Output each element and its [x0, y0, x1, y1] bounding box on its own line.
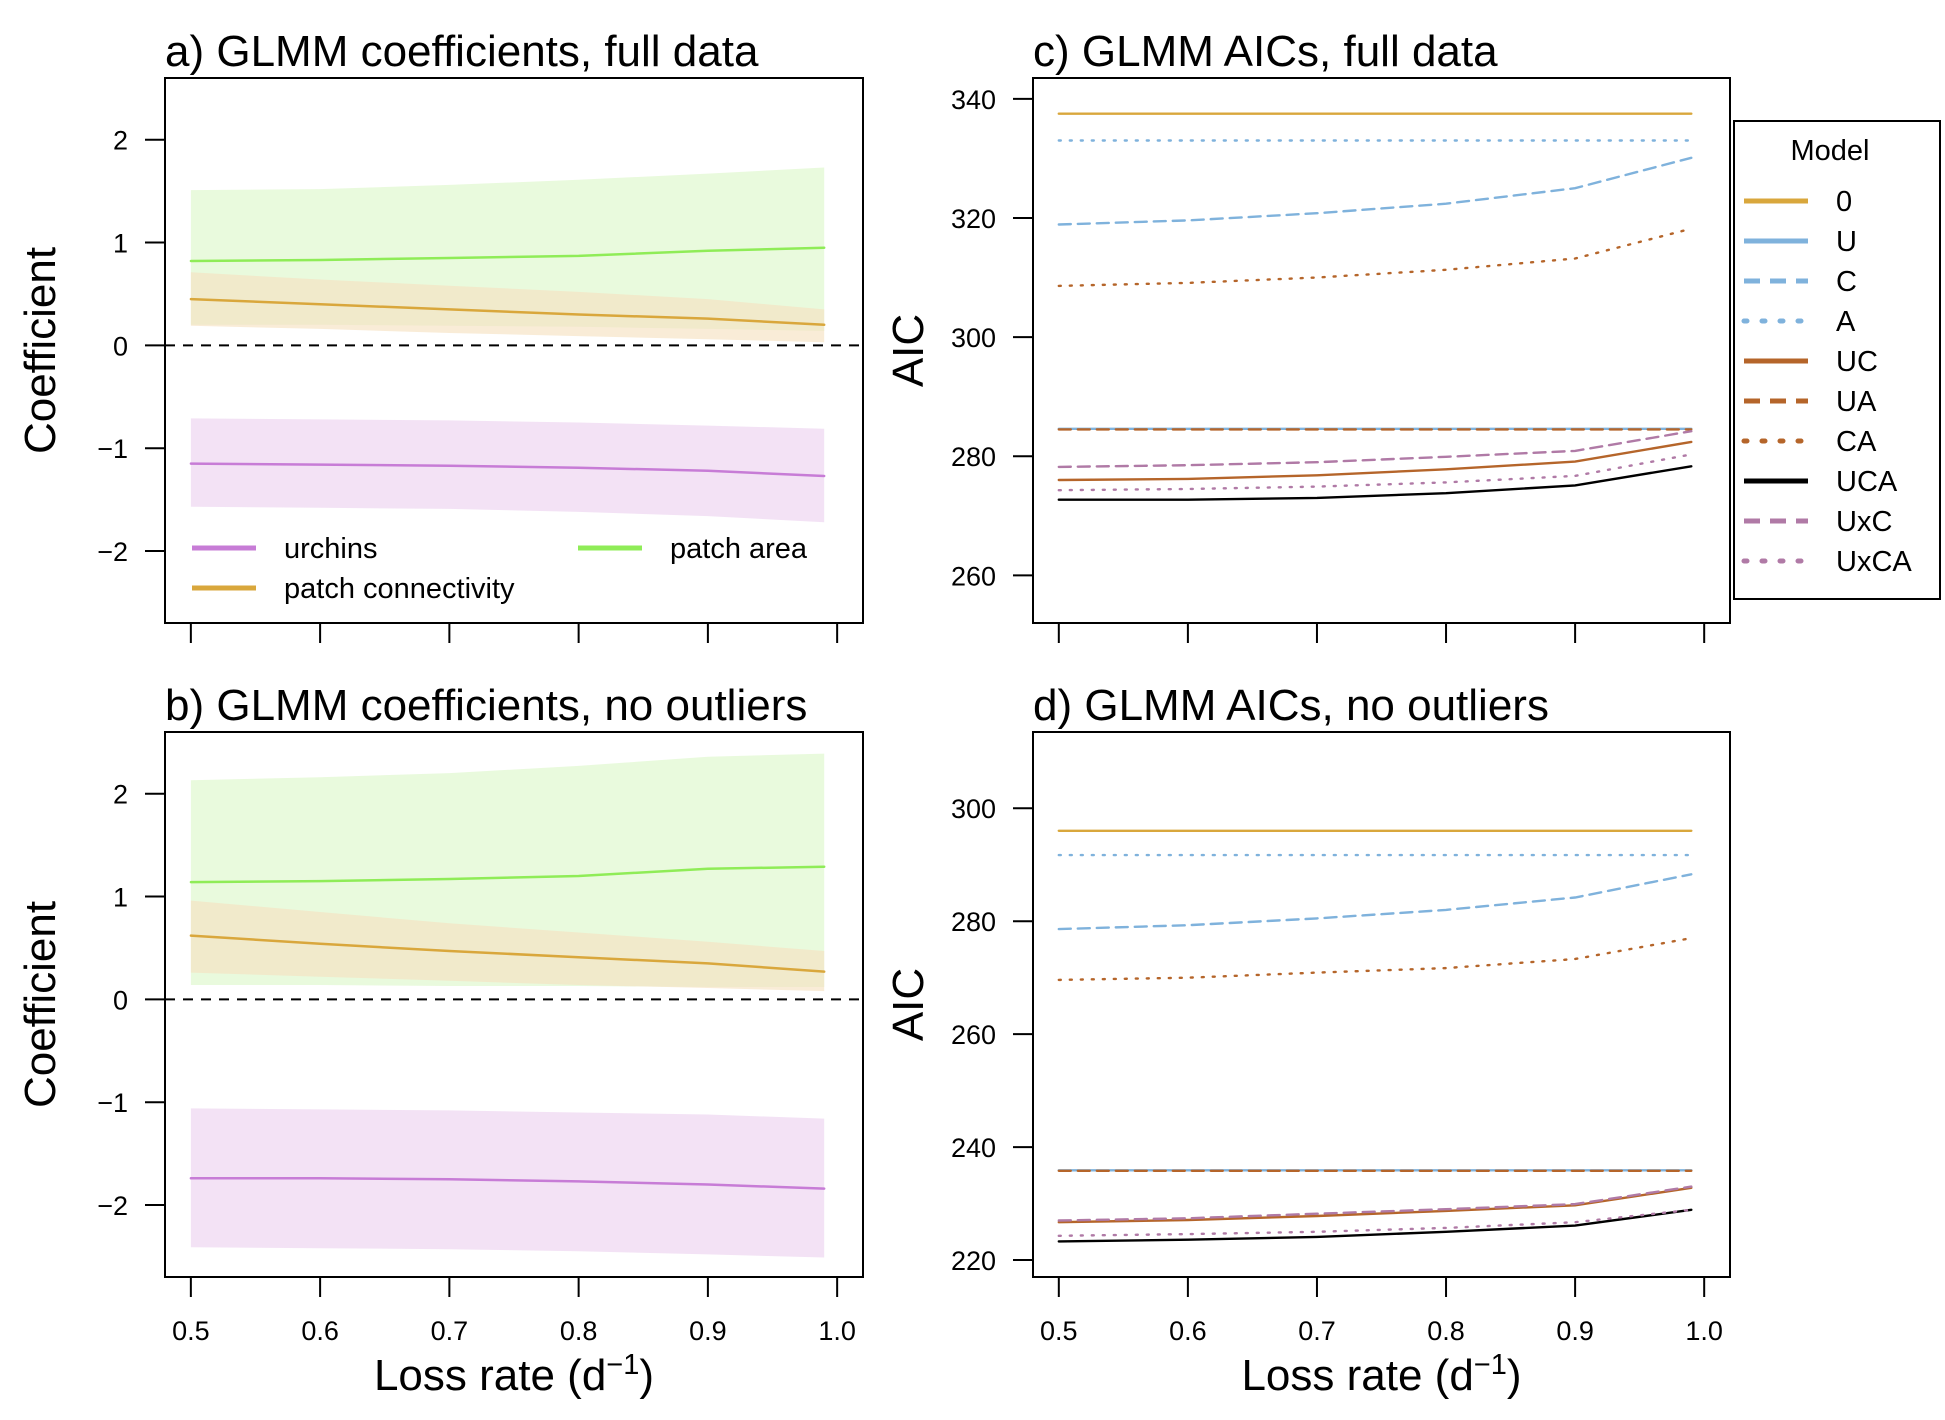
- series-line-2: [189, 934, 826, 973]
- model-legend-label: UC: [1836, 346, 1878, 378]
- x-axis-title-close: ): [639, 1351, 654, 1400]
- y-tick-label: −2: [97, 537, 128, 567]
- series-line-1: [189, 865, 826, 884]
- plot-frame: [1032, 77, 1731, 624]
- x-tick-label: 0.5: [1040, 1316, 1078, 1346]
- panel-title: c) GLMM AICs, full data: [1033, 27, 1498, 76]
- x-tick-label: 0.7: [431, 1316, 469, 1346]
- legend-label: patch connectivity: [284, 573, 515, 605]
- model-legend-label: A: [1836, 306, 1856, 338]
- series-line-2: [189, 297, 826, 327]
- y-tick-label: 280: [951, 907, 996, 937]
- y-tick-label: 280: [951, 442, 996, 472]
- x-tick-label: 0.5: [172, 1316, 210, 1346]
- series-line-6: [1057, 936, 1693, 982]
- y-tick-label: 0: [113, 985, 128, 1015]
- plot-frame: [164, 77, 864, 624]
- y-axis-title: AIC: [884, 314, 933, 387]
- y-tick-label: −1: [97, 1088, 128, 1118]
- model-legend-label: UxC: [1836, 506, 1892, 538]
- series-line-7: [1057, 1208, 1693, 1243]
- y-tick-label: 240: [951, 1133, 996, 1163]
- x-tick-label: 0.8: [1427, 1316, 1465, 1346]
- series-line-1: [189, 246, 826, 263]
- y-tick-label: 0: [113, 331, 128, 361]
- x-axis-title-superscript: −1: [1474, 1349, 1507, 1381]
- y-tick-label: 320: [951, 204, 996, 234]
- panel-title: b) GLMM coefficients, no outliers: [165, 681, 807, 730]
- x-tick-label: 0.8: [560, 1316, 598, 1346]
- series-line-8: [1057, 1185, 1693, 1222]
- series-line-8: [1057, 430, 1693, 469]
- y-tick-label: 300: [951, 794, 996, 824]
- y-tick-label: 300: [951, 323, 996, 353]
- y-axis-title: Coefficient: [16, 247, 65, 454]
- panel-c: c) GLMM AICs, full data 260 280 300 320 340 AI…: [884, 27, 1731, 643]
- x-tick-label: 1.0: [1685, 1316, 1723, 1346]
- panel-title: d) GLMM AICs, no outliers: [1033, 681, 1549, 730]
- y-tick-label: 2: [113, 780, 128, 810]
- x-axis-title-close: ): [1507, 1351, 1522, 1400]
- x-axis-title-superscript: −1: [606, 1349, 639, 1381]
- confidence-band-0: [190, 418, 825, 523]
- y-tick-label: −1: [97, 434, 128, 464]
- legend-label: urchins: [284, 533, 378, 565]
- coefficient-legend: urchins patch connectivity patch area: [192, 533, 808, 605]
- x-axis-title: Loss rate (d−1): [374, 1349, 654, 1400]
- model-legend-label: U: [1836, 226, 1857, 258]
- x-tick-label: 0.6: [301, 1316, 339, 1346]
- series-line-2: [1057, 873, 1693, 931]
- model-legend-title: Model: [1791, 135, 1870, 167]
- confidence-band-2: [190, 272, 825, 343]
- y-tick-label: −2: [97, 1191, 128, 1221]
- y-tick-label: 260: [951, 1020, 996, 1050]
- x-axis-title: Loss rate (d−1): [1241, 1349, 1521, 1400]
- panel-title: a) GLMM coefficients, full data: [165, 27, 759, 76]
- series-line-0: [189, 462, 826, 478]
- panel-d: d) GLMM AICs, no outliers 220 240 260 280 300…: [884, 681, 1731, 1400]
- x-axis-title-text: Loss rate (d: [374, 1351, 606, 1400]
- panel-b: b) GLMM coefficients, no outliers −2 −1 0 1 2…: [16, 681, 864, 1400]
- model-legend-label: CA: [1836, 426, 1877, 458]
- model-legend-label: 0: [1836, 186, 1852, 218]
- legend-label: patch area: [670, 533, 808, 565]
- y-tick-label: 260: [951, 561, 996, 591]
- series-line-6: [1057, 227, 1693, 288]
- series-line-4: [1057, 440, 1693, 482]
- y-tick-label: 340: [951, 85, 996, 115]
- y-tick-label: 1: [113, 883, 128, 913]
- y-tick-label: 2: [113, 126, 128, 156]
- confidence-band-0: [190, 1108, 825, 1258]
- x-axis-title-text: Loss rate (d: [1241, 1351, 1473, 1400]
- model-legend-label: UxCA: [1836, 546, 1912, 578]
- x-tick-label: 0.7: [1298, 1316, 1336, 1346]
- series-line-0: [189, 1177, 826, 1190]
- confidence-band-2: [190, 900, 825, 992]
- y-axis-title: AIC: [884, 968, 933, 1041]
- x-tick-label: 1.0: [818, 1316, 856, 1346]
- y-tick-label: 1: [113, 229, 128, 259]
- model-legend-label: UCA: [1836, 466, 1898, 498]
- model-legend-label: C: [1836, 266, 1857, 298]
- plot-frame: [1032, 731, 1731, 1278]
- x-tick-label: 0.9: [1556, 1316, 1594, 1346]
- plot-frame: [164, 731, 864, 1278]
- panel-a: a) GLMM coefficients, full data −2 −1 0 1 2 Co…: [16, 27, 864, 643]
- series-line-7: [1057, 465, 1693, 501]
- series-line-2: [1057, 156, 1693, 226]
- y-axis-title: Coefficient: [16, 901, 65, 1108]
- x-tick-label: 0.9: [689, 1316, 727, 1346]
- y-tick-label: 220: [951, 1246, 996, 1276]
- x-tick-label: 0.6: [1169, 1316, 1207, 1346]
- series-line-4: [1057, 1186, 1693, 1224]
- model-legend-label: UA: [1836, 386, 1877, 418]
